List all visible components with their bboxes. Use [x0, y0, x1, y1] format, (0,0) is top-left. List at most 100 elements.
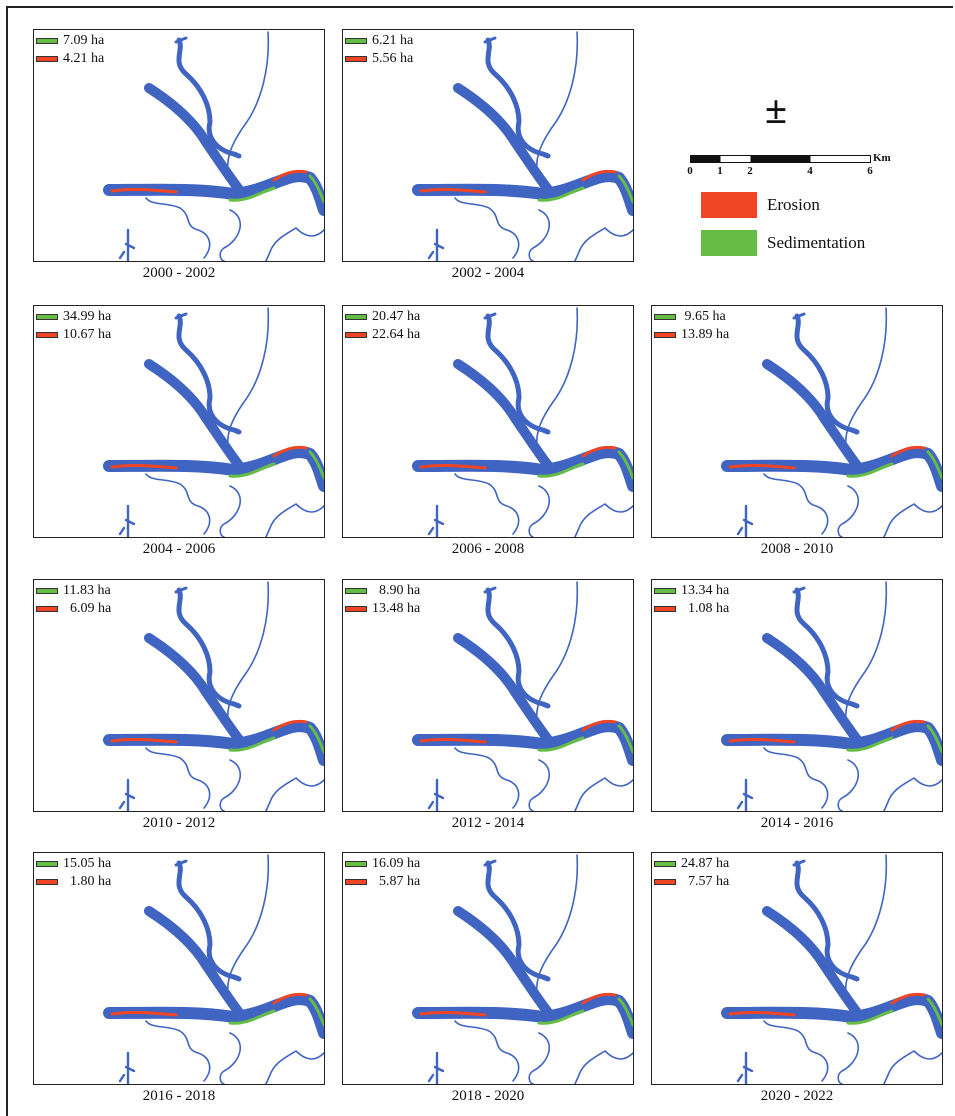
north-arrow-icon: ±: [765, 87, 787, 132]
scale-tick-6: 6: [867, 165, 873, 177]
map-panel: 13.34 ha 1.08 ha 2014 - 2016: [651, 579, 943, 831]
erosion-legend-row: 6.09 ha: [36, 602, 111, 616]
period-caption: 2002 - 2004: [451, 265, 525, 281]
erosion-area: 1.08 ha: [681, 601, 730, 616]
sedimentation-swatch: [345, 38, 367, 44]
scale-tick-1: 1: [717, 165, 723, 177]
map-panel: 15.05 ha 1.80 ha 2016 - 2018: [33, 852, 325, 1104]
map-panel: 11.83 ha 6.09 ha 2010 - 2012: [33, 579, 325, 831]
river-map: 6.21 ha 5.56 ha: [342, 29, 634, 262]
river-map: 9.65 ha 13.89 ha: [651, 305, 943, 538]
erosion-area: 13.48 ha: [372, 601, 421, 616]
sedimentation-legend-row: 9.65 ha: [654, 310, 726, 324]
erosion-legend-row: 1.08 ha: [654, 602, 729, 616]
map-panel: 24.87 ha 7.57 ha 2020 - 2022: [651, 852, 943, 1104]
map-panel: 34.99 ha 10.67 ha 2004 - 2006: [33, 305, 325, 557]
sedimentation-legend-row: 24.87 ha: [654, 857, 729, 871]
map-panel: 7.09 ha 4.21 ha 2000 - 2002: [33, 29, 325, 281]
erosion-swatch: [345, 56, 367, 62]
sedimentation-swatch: [36, 588, 58, 594]
sedimentation-legend-row: 8.90 ha: [345, 584, 420, 598]
erosion-swatch: [701, 192, 757, 218]
erosion-swatch: [654, 879, 676, 885]
erosion-area: 10.67 ha: [63, 327, 112, 342]
river-map: 34.99 ha 10.67 ha: [33, 305, 325, 538]
erosion-swatch: [654, 332, 676, 338]
sedimentation-area: 15.05 ha: [63, 856, 112, 871]
map-panel: 20.47 ha 22.64 ha 2006 - 2008: [342, 305, 634, 557]
erosion-area: 13.89 ha: [681, 327, 730, 342]
sedimentation-area: 13.34 ha: [681, 583, 730, 598]
erosion-legend-row: 4.21 ha: [36, 52, 104, 66]
sedimentation-legend-row: 34.99 ha: [36, 310, 111, 324]
erosion-legend-row: 13.48 ha: [345, 602, 420, 616]
period-caption: 2018 - 2020: [451, 1088, 525, 1104]
sedimentation-swatch: [36, 861, 58, 867]
map-panel: 6.21 ha 5.56 ha 2002 - 2004: [342, 29, 634, 281]
sedimentation-legend-row: 7.09 ha: [36, 34, 104, 48]
erosion-legend-row: 1.80 ha: [36, 875, 111, 889]
sedimentation-swatch: [701, 230, 757, 256]
map-panel: 16.09 ha 5.87 ha 2018 - 2020: [342, 852, 634, 1104]
sedimentation-area: 9.65 ha: [681, 309, 726, 324]
period-caption: 2012 - 2014: [451, 815, 525, 831]
map-panel: 9.65 ha 13.89 ha 2008 - 2010: [651, 305, 943, 557]
erosion-area: 6.09 ha: [63, 601, 112, 616]
erosion-legend-row: 22.64 ha: [345, 328, 420, 342]
erosion-area: 7.57 ha: [681, 874, 730, 889]
erosion-area: 1.80 ha: [63, 874, 112, 889]
river-map: 11.83 ha 6.09 ha: [33, 579, 325, 812]
scale-unit: Km: [873, 152, 891, 164]
period-caption: 2004 - 2006: [142, 541, 216, 557]
sedimentation-area: 8.90 ha: [372, 583, 421, 598]
erosion-swatch: [345, 879, 367, 885]
period-caption: 2000 - 2002: [142, 265, 216, 281]
erosion-legend-row: 5.87 ha: [345, 875, 420, 889]
erosion-legend-row: 7.57 ha: [654, 875, 729, 889]
sedimentation-legend-row: 13.34 ha: [654, 584, 729, 598]
sedimentation-label: Sedimentation: [767, 233, 866, 252]
river-map: 13.34 ha 1.08 ha: [651, 579, 943, 812]
sedimentation-area: 24.87 ha: [681, 856, 730, 871]
period-caption: 2008 - 2010: [760, 541, 834, 557]
period-caption: 2010 - 2012: [142, 815, 216, 831]
erosion-label: Erosion: [767, 195, 820, 214]
erosion-area: 5.56 ha: [372, 51, 414, 66]
map-legend: ± Km 0 1 2 4 6 Erosion Sedimentation: [675, 82, 935, 272]
erosion-swatch: [345, 332, 367, 338]
map-panel: 8.90 ha 13.48 ha 2012 - 2014: [342, 579, 634, 831]
sedimentation-swatch: [345, 314, 367, 320]
erosion-swatch: [36, 606, 58, 612]
sedimentation-area: 6.21 ha: [372, 33, 414, 48]
erosion-swatch: [345, 606, 367, 612]
sedimentation-area: 20.47 ha: [372, 309, 421, 324]
sedimentation-legend-row: 16.09 ha: [345, 857, 420, 871]
erosion-swatch: [654, 606, 676, 612]
period-caption: 2014 - 2016: [760, 815, 834, 831]
river-map: 24.87 ha 7.57 ha: [651, 852, 943, 1085]
sedimentation-legend-row: 11.83 ha: [36, 584, 111, 598]
figure-frame: [6, 6, 953, 1116]
period-caption: 2016 - 2018: [142, 1088, 216, 1104]
erosion-legend-row: 10.67 ha: [36, 328, 111, 342]
river-map: 15.05 ha 1.80 ha: [33, 852, 325, 1085]
sedimentation-legend-row: 6.21 ha: [345, 34, 413, 48]
river-map: 8.90 ha 13.48 ha: [342, 579, 634, 812]
erosion-area: 4.21 ha: [63, 51, 105, 66]
sedimentation-swatch: [654, 314, 676, 320]
erosion-swatch: [36, 332, 58, 338]
sedimentation-swatch: [36, 38, 58, 44]
sedimentation-swatch: [654, 588, 676, 594]
scale-tick-0: 0: [687, 165, 693, 177]
sedimentation-swatch: [36, 314, 58, 320]
sedimentation-area: 34.99 ha: [63, 309, 112, 324]
sedimentation-area: 7.09 ha: [63, 33, 105, 48]
sedimentation-area: 16.09 ha: [372, 856, 421, 871]
period-caption: 2020 - 2022: [760, 1088, 834, 1104]
erosion-area: 5.87 ha: [372, 874, 421, 889]
erosion-legend-row: 13.89 ha: [654, 328, 729, 342]
sedimentation-swatch: [345, 588, 367, 594]
sedimentation-area: 11.83 ha: [63, 583, 111, 598]
erosion-legend-row: 5.56 ha: [345, 52, 413, 66]
river-map: 16.09 ha 5.87 ha: [342, 852, 634, 1085]
